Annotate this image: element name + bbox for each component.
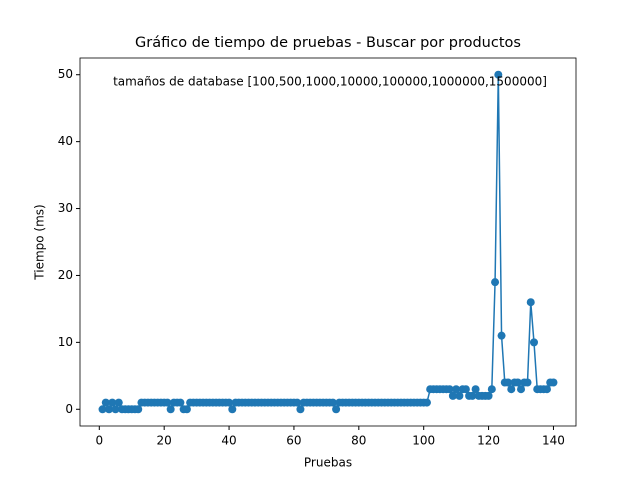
data-point xyxy=(468,391,477,400)
data-point xyxy=(529,338,538,347)
data-point xyxy=(461,385,470,394)
x-tick-label: 20 xyxy=(157,434,172,448)
y-tick-label: 20 xyxy=(58,268,73,282)
data-point xyxy=(448,391,457,400)
x-tick-label: 40 xyxy=(221,434,236,448)
axes-frame xyxy=(79,57,577,427)
annotation: tamaños de database [100,500,1000,10000,… xyxy=(113,75,547,89)
chart-title: Gráfico de tiempo de pruebas - Buscar po… xyxy=(135,35,521,51)
data-point xyxy=(293,398,302,407)
y-tick-label: 30 xyxy=(58,201,73,215)
data-point xyxy=(166,405,175,414)
x-tick-label: 140 xyxy=(542,434,565,448)
data-point xyxy=(484,391,493,400)
data-point xyxy=(517,385,526,394)
data-point xyxy=(497,331,506,340)
data-point xyxy=(328,398,337,407)
data-point xyxy=(111,405,120,414)
data-point xyxy=(101,398,110,407)
y-tick-label: 0 xyxy=(65,402,73,416)
y-tick-label: 10 xyxy=(58,335,73,349)
data-point xyxy=(542,385,551,394)
data-point xyxy=(445,385,454,394)
data-point xyxy=(98,405,107,414)
data-point xyxy=(452,385,461,394)
x-tick-label: 100 xyxy=(412,434,435,448)
data-point xyxy=(471,385,480,394)
data-point xyxy=(549,378,558,387)
data-point xyxy=(523,378,532,387)
data-point xyxy=(504,378,513,387)
data-point xyxy=(487,385,496,394)
data-point xyxy=(526,298,535,307)
x-tick-label: 80 xyxy=(351,434,366,448)
data-point xyxy=(163,398,172,407)
data-point xyxy=(491,278,500,287)
data-point xyxy=(422,398,431,407)
y-tick-label: 50 xyxy=(58,67,73,81)
data-point xyxy=(114,398,123,407)
data-point xyxy=(182,405,191,414)
data-point xyxy=(134,405,143,414)
data-point xyxy=(513,378,522,387)
x-tick-label: 60 xyxy=(286,434,301,448)
x-tick-label: 0 xyxy=(95,434,103,448)
x-axis-label: Pruebas xyxy=(304,456,352,470)
data-point xyxy=(332,405,341,414)
data-point xyxy=(176,398,185,407)
data-point xyxy=(105,405,114,414)
data-point xyxy=(507,385,516,394)
data-point xyxy=(296,405,305,414)
data-point xyxy=(455,391,464,400)
x-tick-label: 120 xyxy=(477,434,500,448)
data-point xyxy=(228,405,237,414)
data-point xyxy=(494,70,503,79)
data-point xyxy=(108,398,117,407)
y-axis-label: Tiempo (ms) xyxy=(33,204,47,280)
data-point xyxy=(225,398,234,407)
y-tick-label: 40 xyxy=(58,134,73,148)
